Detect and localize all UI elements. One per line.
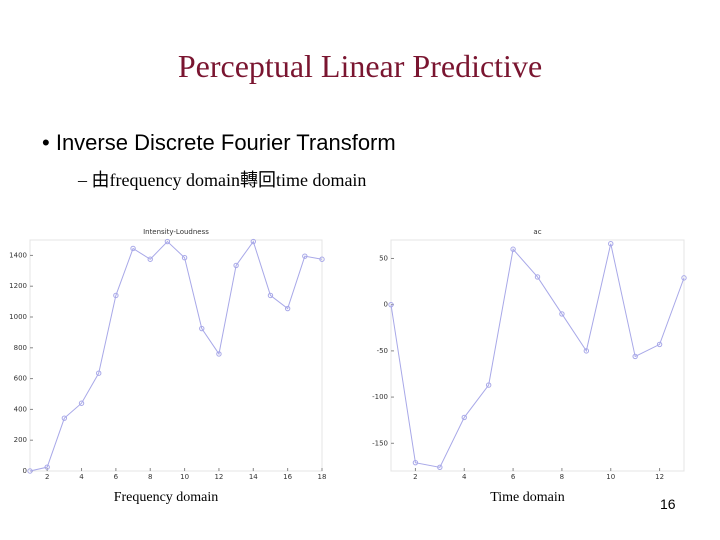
y-tick-label: 600 — [14, 375, 27, 383]
series-line — [29, 240, 323, 472]
x-tick-label: 2 — [45, 473, 49, 481]
point — [147, 256, 153, 262]
point — [388, 301, 394, 308]
point — [130, 245, 136, 252]
point — [559, 311, 565, 317]
x-tick-label: 8 — [148, 473, 152, 481]
y-tick-label: 0 — [384, 301, 388, 309]
y-tick-label: -50 — [377, 347, 388, 355]
x-tick-label: 6 — [114, 473, 119, 481]
x-tick-label: 10 — [180, 473, 189, 481]
plot-frame — [29, 239, 323, 472]
x-tick-label: 4 — [79, 473, 84, 481]
y-tick-label: 1400 — [9, 251, 27, 259]
point — [96, 370, 102, 376]
point — [216, 351, 222, 357]
x-tick-label: 2 — [413, 473, 417, 481]
point — [164, 238, 171, 245]
x-axis-label: Frequency domain — [114, 490, 219, 505]
bullet-text: Inverse Discrete Fourier Transform — [55, 130, 396, 155]
point — [199, 325, 205, 332]
x-tick-label: 18 — [318, 473, 327, 481]
point — [233, 262, 239, 269]
point — [608, 240, 614, 247]
series-line — [390, 243, 685, 468]
chart-title: Intensity-Loudness — [143, 228, 209, 236]
point — [302, 253, 308, 259]
point — [113, 292, 119, 299]
x-tick-label: 8 — [560, 473, 564, 481]
y-tick-label: 1200 — [9, 282, 27, 290]
x-tick-label: 12 — [655, 473, 664, 481]
point — [461, 414, 467, 421]
y-tick-label: -150 — [372, 439, 388, 447]
point — [267, 292, 274, 299]
x-tick-label: 6 — [511, 473, 516, 481]
y-tick-label: 50 — [379, 254, 388, 262]
y-tick-label: 400 — [14, 405, 27, 413]
point — [437, 464, 443, 471]
point — [632, 353, 638, 360]
y-tick-label: -100 — [372, 393, 388, 401]
sub-bullet-text: 由frequency domain轉回time domain — [91, 170, 367, 190]
point — [412, 459, 419, 466]
point — [510, 246, 516, 252]
bullet: • Inverse Discrete Fourier Transform — [42, 130, 396, 155]
point — [250, 238, 256, 245]
x-tick-label: 12 — [214, 473, 223, 481]
point — [319, 256, 325, 262]
point — [78, 400, 85, 406]
y-tick-label: 200 — [14, 436, 27, 444]
y-tick-label: 0 — [23, 467, 27, 475]
plot-frame — [390, 239, 685, 472]
point — [181, 255, 188, 261]
point — [61, 415, 68, 421]
x-tick-label: 10 — [606, 473, 615, 481]
chart-title: ac — [533, 228, 541, 236]
x-axis-label: Time domain — [490, 490, 565, 505]
sub-bullet: – 由frequency domain轉回time domain — [78, 170, 367, 190]
y-tick-label: 800 — [14, 344, 27, 352]
point — [656, 341, 663, 348]
point — [583, 348, 590, 354]
point — [27, 468, 33, 474]
x-tick-label: 4 — [462, 473, 467, 481]
x-tick-label: 16 — [283, 473, 292, 481]
point — [485, 382, 492, 388]
point — [284, 305, 291, 312]
y-tick-label: 1000 — [9, 313, 27, 321]
x-tick-label: 14 — [249, 473, 258, 481]
page-number: 16 — [660, 496, 676, 512]
point — [681, 275, 687, 281]
point — [44, 464, 50, 470]
point — [534, 274, 541, 280]
slide-title: Perceptual Linear Predictive — [177, 48, 543, 84]
